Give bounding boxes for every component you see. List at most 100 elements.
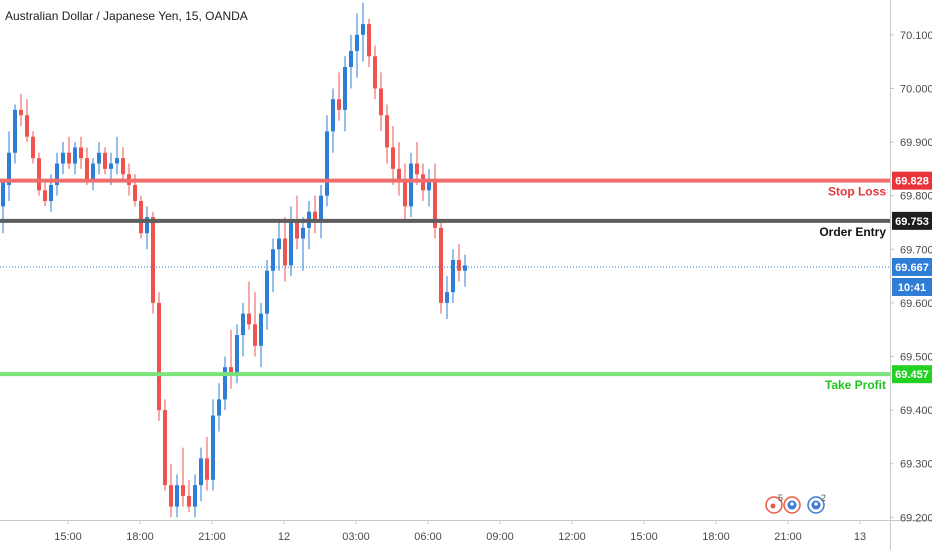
svg-text:69.667: 69.667 <box>895 262 929 274</box>
candle[interactable] <box>433 163 437 239</box>
candle[interactable] <box>331 88 335 153</box>
chart-title: Australian Dollar / Japanese Yen, 15, OA… <box>5 9 248 23</box>
price-tick-label: 70.100 <box>900 30 932 42</box>
candle[interactable] <box>373 45 377 100</box>
candle[interactable] <box>289 206 293 277</box>
candle[interactable] <box>301 217 305 271</box>
candle[interactable] <box>343 56 347 132</box>
candle[interactable] <box>1 179 5 234</box>
candle[interactable] <box>325 115 329 207</box>
candle[interactable] <box>169 463 173 518</box>
event-flag-icon[interactable]: 5 <box>765 493 783 514</box>
candle[interactable] <box>97 142 101 175</box>
candle[interactable] <box>19 93 23 126</box>
candle[interactable] <box>241 302 245 357</box>
candle[interactable] <box>391 125 395 185</box>
candle[interactable] <box>151 211 155 314</box>
candle[interactable] <box>439 222 443 314</box>
candle[interactable] <box>265 260 269 330</box>
time-tick-label: 21:00 <box>774 531 802 543</box>
candle[interactable] <box>313 195 317 234</box>
candle[interactable] <box>271 238 275 293</box>
time-tick-label: 21:00 <box>198 531 226 543</box>
candle[interactable] <box>253 292 257 357</box>
candle[interactable] <box>409 152 413 218</box>
candle[interactable] <box>361 2 365 62</box>
candle[interactable] <box>139 195 143 239</box>
candle[interactable] <box>31 131 35 164</box>
price-tick-label: 70.000 <box>900 83 932 95</box>
dividend-flag-icon[interactable] <box>783 496 801 514</box>
candle[interactable] <box>175 474 179 518</box>
candle[interactable] <box>145 206 149 250</box>
candle[interactable] <box>61 142 65 175</box>
candle[interactable] <box>379 72 383 132</box>
candle[interactable] <box>451 249 455 303</box>
candle[interactable] <box>247 281 251 330</box>
candle[interactable] <box>121 147 125 180</box>
candle[interactable] <box>397 142 401 196</box>
plot-background <box>0 0 890 520</box>
candle[interactable] <box>385 104 389 164</box>
candle[interactable] <box>43 179 47 207</box>
take-profit-price-tag: 69.457 <box>892 365 932 384</box>
svg-text:2: 2 <box>821 493 826 503</box>
candle[interactable] <box>91 158 95 191</box>
time-axis[interactable]: 15:00 18:00 21:00 12 03:00 06:00 09:00 12:00 15:… <box>54 520 866 543</box>
candle[interactable] <box>37 152 41 196</box>
time-tick-label: 12:00 <box>558 531 586 543</box>
candle[interactable] <box>259 302 263 368</box>
svg-text:5: 5 <box>778 493 783 503</box>
candle[interactable] <box>13 104 17 164</box>
candle[interactable] <box>349 34 353 89</box>
candle[interactable] <box>319 184 323 239</box>
candle[interactable] <box>67 136 71 169</box>
candle[interactable] <box>199 447 203 502</box>
candle[interactable] <box>181 447 185 507</box>
candle[interactable] <box>217 383 221 432</box>
event-icons[interactable]: 5 2 <box>765 493 826 514</box>
price-tick-label: 69.300 <box>900 459 932 471</box>
candle[interactable] <box>79 136 83 169</box>
price-axis[interactable]: 70.100 70.000 69.900 69.800 69.700 69.600 69.5… <box>890 30 932 524</box>
candle[interactable] <box>187 479 191 512</box>
candle[interactable] <box>403 163 407 223</box>
candle[interactable] <box>205 436 209 491</box>
candle[interactable] <box>463 254 467 287</box>
last-price-tag: 69.667 <box>892 257 932 276</box>
candle[interactable] <box>115 136 119 175</box>
svg-text:69.753: 69.753 <box>895 216 929 228</box>
candle[interactable] <box>445 276 449 319</box>
candle[interactable] <box>415 142 419 185</box>
candle[interactable] <box>193 474 197 518</box>
time-tick-label: 18:00 <box>702 531 730 543</box>
candle[interactable] <box>211 399 215 491</box>
stop-loss-label: Stop Loss <box>828 185 886 199</box>
time-tick-label: 09:00 <box>486 531 514 543</box>
take-profit-label: Take Profit <box>825 378 886 392</box>
candle[interactable] <box>355 13 359 78</box>
candle[interactable] <box>337 72 341 121</box>
candle[interactable] <box>277 222 281 271</box>
news-flag-icon[interactable]: 2 <box>807 493 826 514</box>
candle[interactable] <box>283 217 287 282</box>
price-tick-label: 69.200 <box>900 512 932 524</box>
candle[interactable] <box>229 329 233 389</box>
price-tick-label: 69.900 <box>900 137 932 149</box>
candle[interactable] <box>427 168 431 207</box>
order-entry-label: Order Entry <box>819 225 886 239</box>
candle[interactable] <box>223 356 227 411</box>
candle[interactable] <box>55 152 59 196</box>
stop-loss-price-tag: 69.828 <box>892 171 932 190</box>
candle[interactable] <box>103 147 107 175</box>
candle[interactable] <box>457 243 461 282</box>
candle[interactable] <box>367 18 371 68</box>
time-tick-label: 13 <box>854 531 866 543</box>
candle[interactable] <box>73 142 77 175</box>
candle[interactable] <box>25 99 29 143</box>
candle[interactable] <box>7 131 11 202</box>
time-tick-label: 06:00 <box>414 531 442 543</box>
candle[interactable] <box>163 399 167 491</box>
candle[interactable] <box>157 292 161 421</box>
